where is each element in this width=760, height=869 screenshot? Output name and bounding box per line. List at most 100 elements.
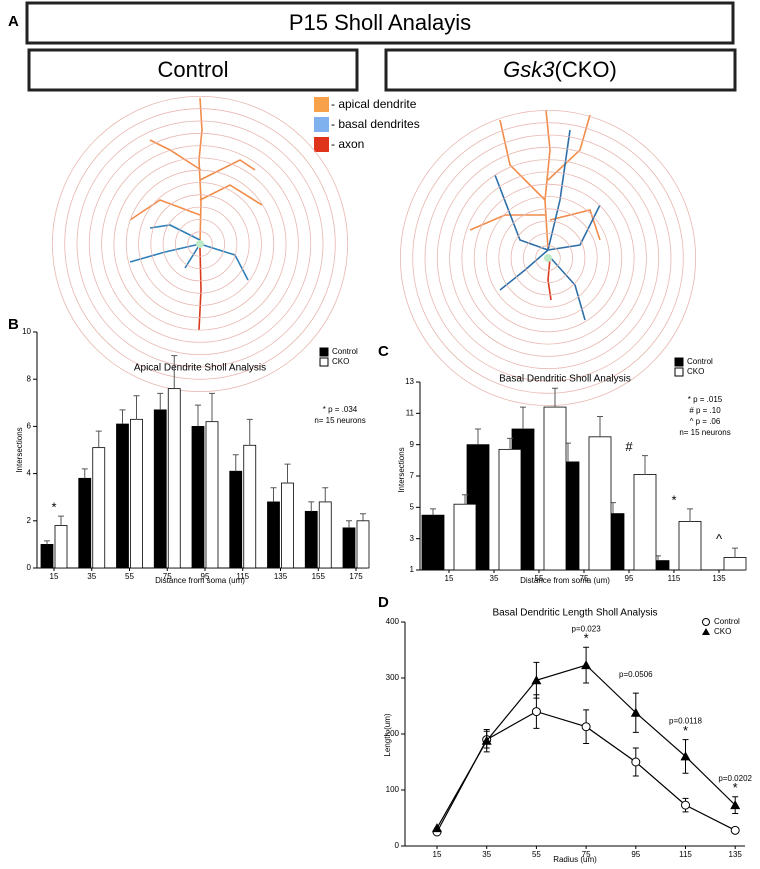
bar: [116, 423, 129, 569]
bar: [191, 425, 205, 569]
marker: [581, 722, 591, 732]
x-tick-label: 135: [274, 572, 288, 581]
x-axis-label: Radius (um): [553, 855, 597, 864]
error-bar: [346, 520, 352, 528]
sholl-ring: [449, 159, 647, 357]
sholl-ring: [486, 196, 610, 320]
y-axis-label: Length (um): [383, 713, 392, 756]
x-tick-label: 95: [631, 850, 640, 859]
bar: [453, 503, 477, 571]
x-tick-label: 35: [490, 574, 499, 583]
legend-label: - basal dendrites: [331, 117, 420, 131]
y-tick-label: 6: [27, 422, 32, 431]
x-tick-label: 115: [679, 850, 692, 859]
marker: [531, 675, 542, 685]
bar: [40, 544, 54, 569]
significance: ^: [716, 532, 723, 547]
legend-marker: [319, 347, 329, 357]
error-bar: [552, 387, 558, 408]
marker: [681, 800, 690, 810]
error-bar: [157, 392, 164, 410]
bar: [243, 444, 257, 569]
x-tick-label: 95: [201, 572, 210, 581]
y-tick-label: 2: [27, 516, 32, 525]
control-title: Control: [158, 57, 229, 82]
error-bar: [322, 487, 329, 502]
sholl-ring: [436, 146, 660, 370]
panel-label: D: [378, 594, 389, 611]
bar: [229, 470, 243, 569]
y-tick-label: 0: [27, 563, 32, 572]
p-value: p=0.0118: [669, 717, 703, 726]
sholl-ring: [76, 120, 324, 368]
error-bar: [195, 404, 201, 427]
x-tick-label: 135: [729, 850, 743, 859]
bar: [342, 527, 356, 569]
chart-title: Basal Dendritic Length Sholl Analysis: [492, 608, 657, 619]
bar: [304, 510, 318, 569]
x-tick-label: 55: [532, 850, 541, 859]
chart-title: Basal Dendritic Sholl Analysis: [499, 374, 631, 385]
error-bar: [232, 454, 239, 472]
legend-swatch: [314, 117, 329, 132]
marker: [631, 757, 641, 767]
error-bar: [119, 409, 126, 425]
bar: [588, 436, 612, 571]
sholl-ring: [150, 194, 250, 294]
marker: [581, 660, 592, 670]
bar: [356, 520, 370, 569]
basal: [494, 129, 601, 321]
x-tick-label: 115: [668, 574, 681, 583]
legend-marker: [702, 618, 710, 626]
y-axis-label: Intersections: [397, 447, 406, 492]
y-tick-label: 11: [406, 408, 415, 417]
bar: [421, 514, 445, 571]
marker: [531, 707, 541, 717]
y-tick-label: 100: [386, 785, 400, 794]
x-axis-label: Distance from soma (um): [520, 576, 610, 585]
error-bar: [133, 395, 140, 420]
p-value: p=0.0506: [619, 670, 653, 679]
bar: [498, 448, 522, 571]
cko-title-rest: (CKO): [555, 57, 617, 82]
sholl-ring: [412, 122, 684, 394]
legend-marker: [319, 357, 329, 367]
apical: [469, 109, 601, 251]
error-bar: [732, 547, 738, 558]
error-bar: [246, 418, 253, 446]
legend-label: CKO: [714, 627, 731, 636]
bar: [167, 388, 181, 569]
bar: [54, 525, 68, 569]
significance: *: [683, 723, 688, 738]
sholl-ring: [399, 109, 697, 407]
bar: [130, 418, 143, 569]
x-tick-label: 115: [236, 572, 249, 581]
x-tick-label: 55: [125, 572, 134, 581]
bar: [678, 521, 702, 571]
stat-note: * p = .034: [323, 405, 358, 414]
error-bar: [642, 455, 648, 475]
y-tick-label: 4: [27, 469, 32, 478]
legend-label: Control: [687, 357, 713, 366]
significance: *: [584, 631, 589, 646]
bar: [318, 501, 332, 569]
bar: [153, 409, 167, 569]
sholl-ring: [51, 95, 349, 393]
sholl-ring: [64, 108, 336, 380]
legend-label: CKO: [687, 367, 704, 376]
soma: [544, 254, 552, 262]
sholl-ring: [101, 145, 299, 343]
error-bar: [597, 415, 603, 437]
sholl-ring: [424, 134, 672, 382]
stat-note: n= 15 neurons: [679, 428, 730, 437]
y-tick-label: 200: [386, 729, 400, 738]
y-tick-label: 9: [410, 440, 415, 449]
sholl-ring: [138, 182, 262, 306]
y-tick-label: 10: [22, 327, 31, 336]
figure-title: P15 Sholl Analayis: [289, 10, 471, 35]
legend-label: - apical dendrite: [331, 97, 417, 111]
y-tick-label: 400: [386, 617, 400, 626]
legend-marker: [674, 357, 684, 367]
sholl-ring: [125, 169, 275, 319]
marker: [730, 825, 740, 835]
